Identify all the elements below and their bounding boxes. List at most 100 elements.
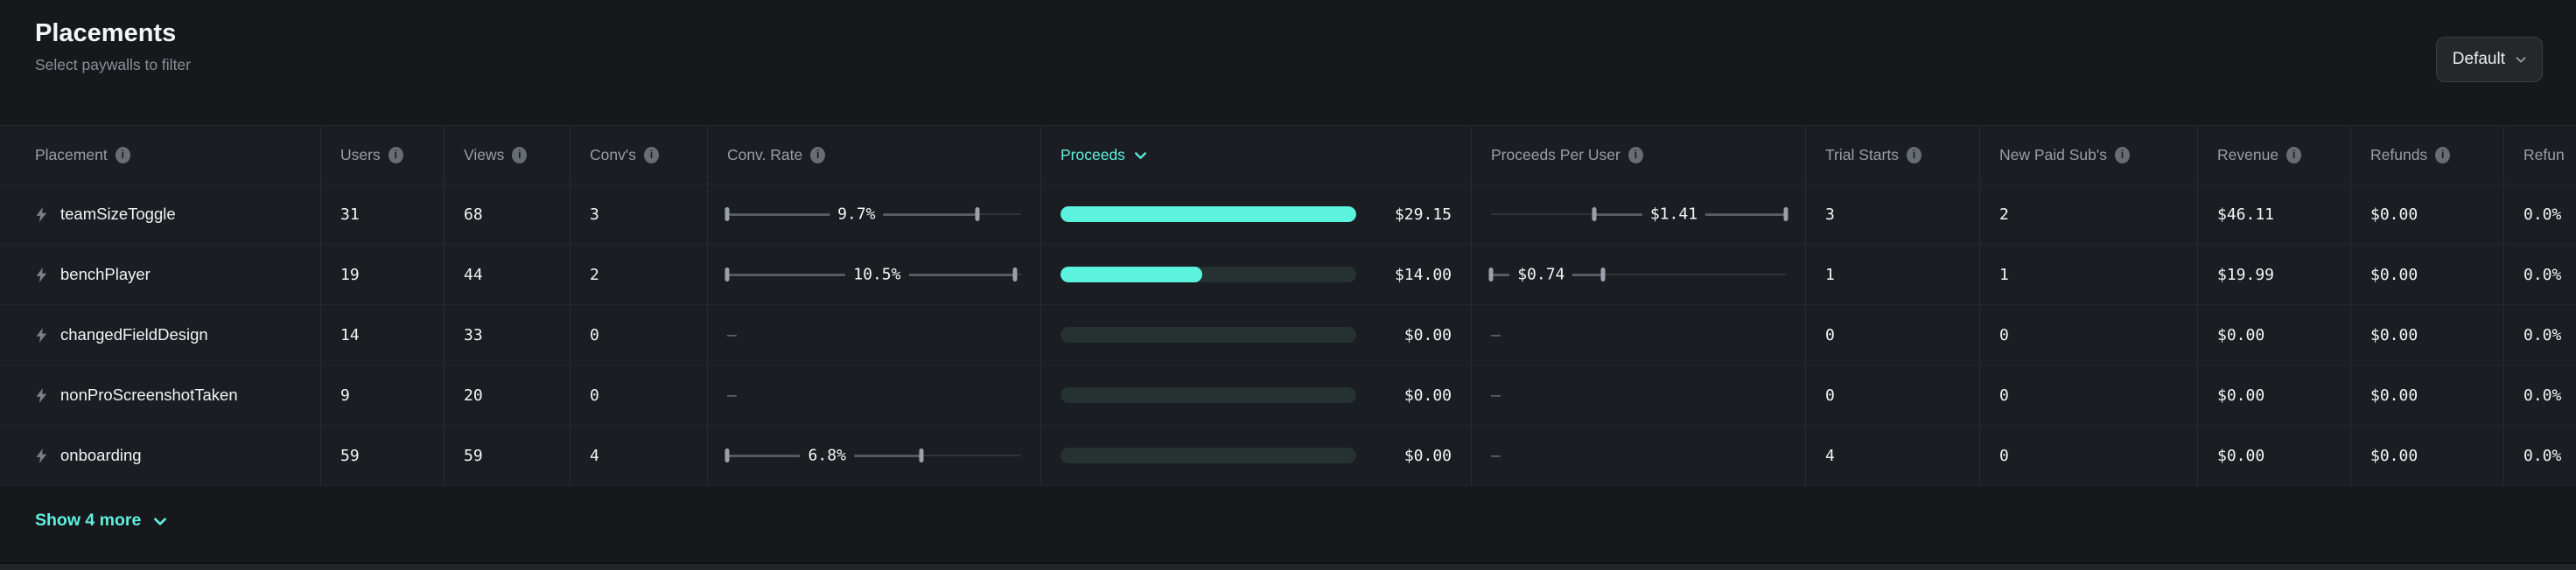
table-row[interactable]: onboarding 59 59 4 6.8% $0.00 – 4 0 $0.00 $0.00 0.0… xyxy=(0,426,2576,486)
show-more-button[interactable]: Show 4 more xyxy=(35,511,169,531)
info-icon[interactable]: i xyxy=(115,146,130,163)
column-label: Proceeds xyxy=(1060,145,1125,163)
refunds-cell: $0.00 xyxy=(2351,426,2504,485)
placement-name: onboarding xyxy=(60,446,142,464)
conv-rate-cell: – xyxy=(708,305,1041,365)
new_paid_subs-value: 0 xyxy=(1999,325,2009,344)
trial_starts-cell: 0 xyxy=(1806,305,1980,365)
range-value: 6.8% xyxy=(800,446,854,465)
revenue-value: $19.99 xyxy=(2217,265,2275,284)
trial_starts-value: 0 xyxy=(1825,325,1835,344)
column-header-refund_rate[interactable]: Refun xyxy=(2504,126,2576,184)
page-subtitle: Select paywalls to filter xyxy=(35,56,191,73)
column-header-new_paid_subs[interactable]: New Paid Sub's i xyxy=(1980,126,2198,184)
convs-value: 2 xyxy=(590,265,599,284)
users-cell: 9 xyxy=(321,365,444,425)
range-lower-handle xyxy=(724,207,730,221)
range-upper-handle xyxy=(919,448,924,462)
convs-cell: 3 xyxy=(570,184,708,244)
proceeds-value: $0.00 xyxy=(1404,325,1452,344)
new_paid_subs-value: 0 xyxy=(1999,386,2009,405)
empty-value: – xyxy=(727,386,737,405)
info-icon[interactable]: i xyxy=(2435,146,2451,163)
empty-value: – xyxy=(727,325,737,344)
refund_rate-value: 0.0% xyxy=(2524,265,2562,284)
proceeds-cell: $14.00 xyxy=(1041,245,1472,304)
new_paid_subs-value: 0 xyxy=(1999,446,2009,465)
proceeds-per-user-cell: $0.74 xyxy=(1472,245,1806,304)
column-header-proceeds[interactable]: Proceeds xyxy=(1041,126,1472,184)
proceeds-bar-wrap: $14.00 xyxy=(1060,266,1452,284)
info-icon[interactable]: i xyxy=(2286,146,2302,163)
placement-cell: teamSizeToggle xyxy=(0,184,321,244)
info-icon[interactable]: i xyxy=(1906,146,1922,163)
revenue-cell: $0.00 xyxy=(2198,365,2351,425)
views-value: 59 xyxy=(464,446,483,465)
column-header-views[interactable]: Views i xyxy=(444,126,570,184)
column-header-conv_rate[interactable]: Conv. Rate i xyxy=(708,126,1041,184)
conv-rate-cell: – xyxy=(708,365,1041,425)
lightning-bolt-icon xyxy=(35,206,48,222)
proceeds-bar-wrap: $0.00 xyxy=(1060,326,1452,344)
refund_rate-cell: 0.0% xyxy=(2504,245,2576,304)
column-label: Conv. Rate xyxy=(727,145,803,163)
users-cell: 31 xyxy=(321,184,444,244)
column-header-trial_starts[interactable]: Trial Starts i xyxy=(1806,126,1980,184)
chevron-down-icon xyxy=(2514,52,2528,66)
proceeds-bar-track xyxy=(1060,206,1356,222)
trial_starts-value: 1 xyxy=(1825,265,1835,284)
info-icon[interactable]: i xyxy=(810,146,826,163)
range-upper-handle xyxy=(975,207,980,221)
table-row[interactable]: benchPlayer 19 44 2 10.5% $14.00 $0.74 1 1 $19.99… xyxy=(0,245,2576,305)
views-cell: 59 xyxy=(444,426,570,485)
info-icon[interactable]: i xyxy=(512,146,528,163)
column-header-refunds[interactable]: Refunds i xyxy=(2351,126,2504,184)
users-cell: 19 xyxy=(321,245,444,304)
proceeds-per-user-cell: $1.41 xyxy=(1472,184,1806,244)
range-value: $0.74 xyxy=(1509,265,1573,284)
users-value: 59 xyxy=(340,446,360,465)
column-header-convs[interactable]: Conv's i xyxy=(570,126,708,184)
lightning-bolt-icon xyxy=(35,387,48,403)
preset-dropdown-button[interactable]: Default xyxy=(2435,37,2543,82)
proceeds-per-user-cell: – xyxy=(1472,426,1806,485)
conv-rate-cell: 6.8% xyxy=(708,426,1041,485)
table-row[interactable]: changedFieldDesign 14 33 0 – $0.00 – 0 0 $0.00 $0.… xyxy=(0,305,2576,365)
users-cell: 14 xyxy=(321,305,444,365)
column-header-revenue[interactable]: Revenue i xyxy=(2198,126,2351,184)
info-icon[interactable]: i xyxy=(2115,146,2130,163)
convs-cell: 4 xyxy=(570,426,708,485)
views-cell: 33 xyxy=(444,305,570,365)
convs-cell: 0 xyxy=(570,305,708,365)
info-icon[interactable]: i xyxy=(1628,146,1643,163)
placement-name: teamSizeToggle xyxy=(60,205,176,223)
new_paid_subs-cell: 0 xyxy=(1980,365,2198,425)
trial_starts-cell: 0 xyxy=(1806,365,1980,425)
column-header-users[interactable]: Users i xyxy=(321,126,444,184)
revenue-value: $0.00 xyxy=(2217,325,2265,344)
trial_starts-value: 4 xyxy=(1825,446,1835,465)
info-icon[interactable]: i xyxy=(643,146,659,163)
column-header-proceeds_per_user[interactable]: Proceeds Per User i xyxy=(1472,126,1806,184)
refunds-value: $0.00 xyxy=(2370,265,2418,284)
info-icon[interactable]: i xyxy=(388,146,403,163)
range-indicator: 9.7% xyxy=(724,205,1021,224)
trial_starts-value: 0 xyxy=(1825,386,1835,405)
views-cell: 20 xyxy=(444,365,570,425)
lightning-bolt-icon xyxy=(35,267,48,282)
next-section-edge xyxy=(0,564,2576,570)
sort-desc-icon xyxy=(1132,147,1149,163)
proceeds-cell: $29.15 xyxy=(1041,184,1472,244)
placement-cell: onboarding xyxy=(0,426,321,485)
empty-value: – xyxy=(1491,325,1501,344)
refunds-value: $0.00 xyxy=(2370,446,2418,465)
table-row[interactable]: teamSizeToggle 31 68 3 9.7% $29.15 $1.41 3 2 $46.… xyxy=(0,184,2576,245)
range-lower-handle xyxy=(724,448,730,462)
table-row[interactable]: nonProScreenshotTaken 9 20 0 – $0.00 – 0 0 $0.00 $… xyxy=(0,365,2576,426)
placement-name: benchPlayer xyxy=(60,265,150,283)
views-cell: 44 xyxy=(444,245,570,304)
refund_rate-value: 0.0% xyxy=(2524,446,2562,465)
placements-table: Placement i Users i Views i Conv's i Conv. Rate i… xyxy=(0,125,2576,486)
column-header-placement[interactable]: Placement i xyxy=(0,126,321,184)
trial_starts-value: 3 xyxy=(1825,205,1835,224)
